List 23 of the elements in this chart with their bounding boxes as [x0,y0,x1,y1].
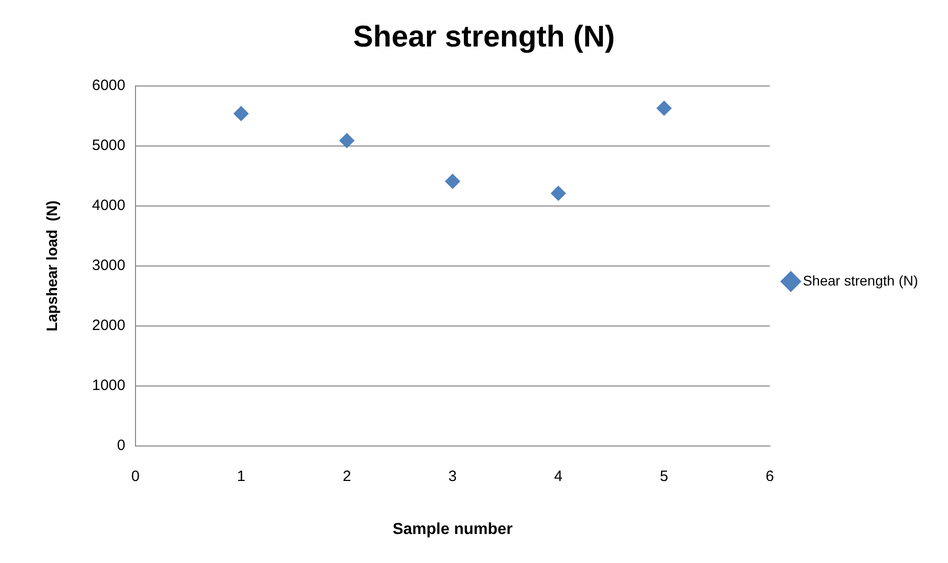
x-tick-label: 5 [660,468,668,485]
y-axis-title: Lapshear load (N) [44,200,62,332]
point [339,133,354,148]
chart-title: Shear strength (N) [353,20,615,54]
point [445,174,460,189]
x-axis-title: Sample number [392,520,513,538]
y-tick-label: 3000 [92,257,126,274]
point [234,106,249,122]
x-tick-label: 1 [236,468,246,485]
y-tick-label: 1000 [92,376,126,394]
point [656,100,672,116]
legend-label: Shear strength (N) [802,272,918,288]
x-tick-label: 6 [766,468,774,485]
y-tick-label: 5000 [92,137,126,154]
x-tick-label: 0 [131,468,140,485]
y-tick-label: 4000 [92,197,126,214]
y-tick-label: 0 [117,436,126,454]
y-tick-label: 6000 [92,77,126,94]
x-tick-label: 4 [554,468,563,485]
y-tick-label: 2000 [92,317,126,334]
x-tick-label: 3 [448,468,457,485]
x-tick-label: 2 [342,468,352,485]
point [550,186,566,201]
